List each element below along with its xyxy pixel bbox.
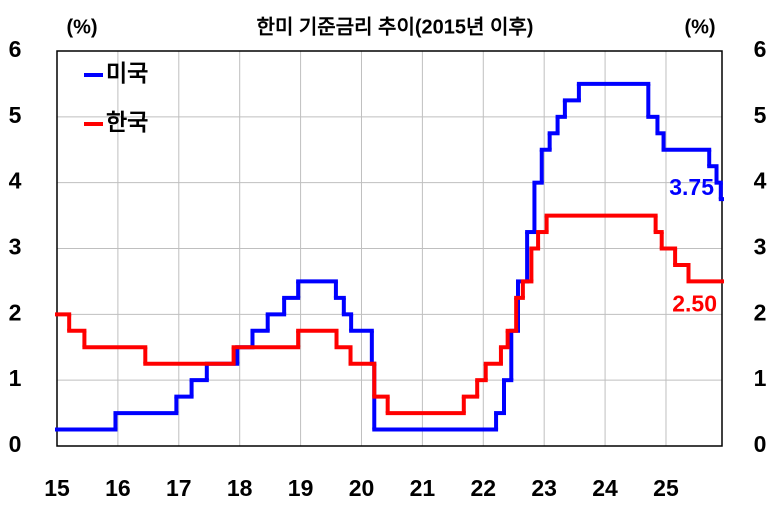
x-tick-label: 21 <box>410 475 436 501</box>
x-tick-label: 19 <box>288 475 314 501</box>
x-tick-label: 25 <box>653 475 679 501</box>
y2-tick-label: 4 <box>754 168 767 194</box>
x-tick-label: 22 <box>470 475 496 501</box>
legend-label: 미국 <box>106 60 148 86</box>
x-tick-label: 24 <box>592 475 618 501</box>
y2-tick-label: 2 <box>754 299 767 325</box>
y-tick-label: 6 <box>9 36 22 62</box>
y-tick-label: 3 <box>9 234 22 260</box>
x-tick-label: 20 <box>349 475 375 501</box>
legend-label: 한국 <box>106 109 148 135</box>
y-tick-label: 0 <box>9 431 22 457</box>
x-tick-label: 18 <box>227 475 253 501</box>
y-tick-label: 1 <box>9 365 22 391</box>
y-tick-label: 4 <box>9 168 22 194</box>
x-tick-label: 15 <box>44 475 70 501</box>
y2-axis-label: (%) <box>684 16 715 38</box>
data-label: 3.75 <box>669 174 714 200</box>
chart-title: 한미 기준금리 추이(2015년 이후) <box>257 15 534 38</box>
x-tick-label: 16 <box>105 475 131 501</box>
y2-tick-label: 5 <box>754 102 767 128</box>
y-tick-label: 2 <box>9 299 22 325</box>
y2-tick-label: 1 <box>754 365 767 391</box>
x-tick-label: 23 <box>531 475 557 501</box>
y2-tick-label: 3 <box>754 234 767 260</box>
y-tick-label: 5 <box>9 102 22 128</box>
y-axis-label: (%) <box>66 16 97 38</box>
plot-frame <box>56 50 723 447</box>
x-tick-label: 17 <box>166 475 192 501</box>
data-label: 2.50 <box>672 290 717 316</box>
y2-tick-label: 6 <box>754 36 767 62</box>
y2-tick-label: 0 <box>754 431 767 457</box>
